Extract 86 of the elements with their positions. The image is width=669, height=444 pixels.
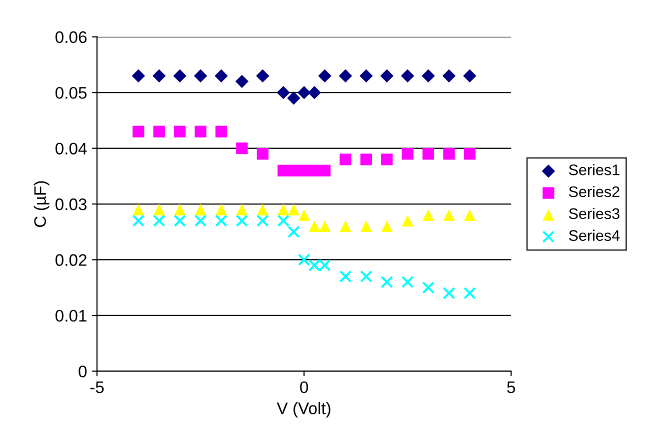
point (236, 214, 248, 227)
point (153, 204, 165, 216)
point (194, 69, 208, 82)
point (360, 270, 372, 283)
point (236, 142, 248, 154)
point (132, 69, 146, 82)
point (153, 126, 165, 138)
point (402, 214, 414, 227)
point (173, 69, 186, 82)
point (297, 86, 311, 100)
y-tick-label: 0.06 (56, 31, 87, 44)
x-axis-title: V (Volt) (276, 402, 330, 418)
point (464, 286, 476, 300)
point (380, 276, 394, 288)
point (340, 220, 352, 232)
point (132, 126, 144, 138)
point (235, 74, 249, 88)
point (422, 69, 435, 82)
point (132, 204, 144, 216)
point (464, 209, 476, 221)
point (422, 209, 434, 221)
point (298, 254, 310, 266)
point (256, 148, 268, 160)
point (360, 154, 372, 166)
point (287, 92, 300, 105)
legend-label: Series3 (568, 208, 620, 220)
point (215, 214, 228, 227)
point (174, 214, 186, 227)
point (401, 276, 414, 288)
point (443, 209, 455, 221)
point (194, 214, 207, 227)
y-axis-title: C (µF) (34, 181, 50, 227)
point (236, 204, 248, 216)
point (174, 126, 186, 138)
point (380, 69, 394, 82)
point (463, 69, 476, 82)
point (152, 214, 166, 227)
point (288, 226, 300, 238)
point (442, 286, 456, 300)
x-tick-label: 5 (507, 382, 516, 394)
point (318, 220, 331, 232)
point (381, 220, 393, 232)
point (339, 270, 352, 283)
point (443, 148, 455, 160)
point (256, 204, 268, 216)
legend-label: Series1 (568, 164, 620, 176)
point (215, 126, 228, 138)
point (381, 154, 393, 166)
point (256, 214, 269, 227)
point (256, 69, 270, 82)
point (308, 220, 320, 232)
y-tick-label: 0.05 (56, 86, 87, 99)
point (360, 69, 373, 82)
point (298, 209, 310, 221)
point (174, 204, 186, 216)
point (276, 86, 290, 100)
point (214, 69, 228, 82)
y-tick-label: 0 (78, 366, 87, 378)
point (442, 69, 456, 82)
x-tick-label: -5 (90, 382, 104, 394)
point (152, 69, 166, 82)
point (340, 154, 352, 166)
point (338, 69, 352, 82)
y-tick-label: 0.02 (56, 254, 86, 266)
point (464, 148, 476, 160)
y-tick-label: 0.03 (56, 198, 87, 210)
point (215, 204, 228, 216)
point (194, 204, 206, 216)
point (422, 281, 434, 294)
point (360, 220, 372, 232)
y-tick-label: 0.04 (56, 142, 87, 154)
point (194, 126, 206, 138)
legend-label: Series4 (568, 230, 620, 241)
point (132, 214, 145, 227)
point (422, 148, 434, 160)
legend-label: Series2 (568, 186, 620, 198)
point (318, 69, 332, 82)
y-tick-label: 0.01 (56, 310, 86, 322)
point (308, 86, 321, 100)
point (318, 164, 331, 176)
x-tick-label: 0 (300, 381, 308, 394)
point (277, 214, 290, 227)
point (401, 69, 414, 82)
point (288, 204, 300, 216)
point (402, 148, 414, 160)
point (278, 204, 290, 216)
